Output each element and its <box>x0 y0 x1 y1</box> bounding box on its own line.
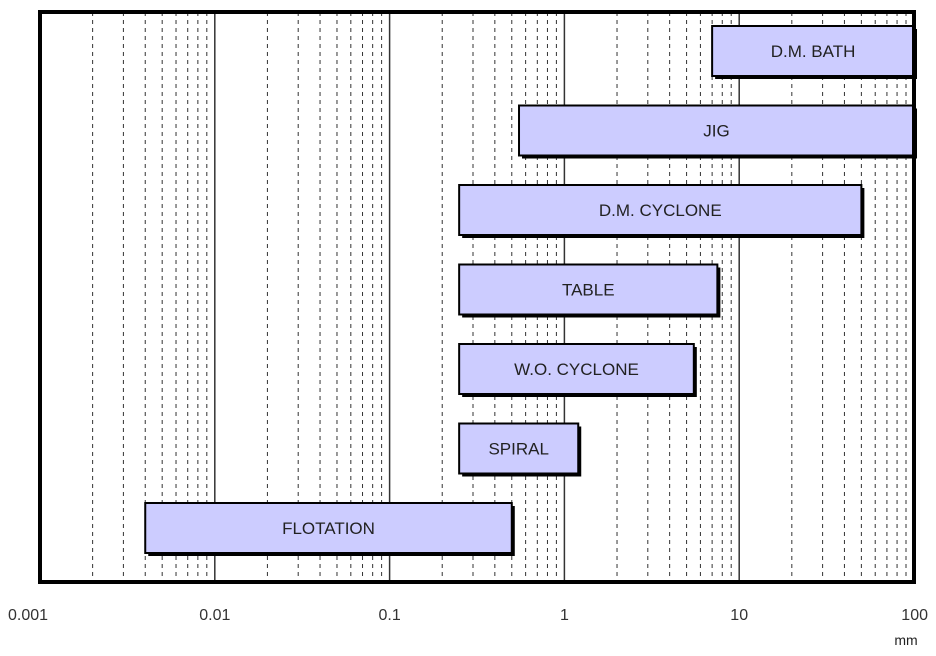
bar-label: SPIRAL <box>488 440 548 459</box>
bar-label: FLOTATION <box>282 519 375 538</box>
x-tick-label: 0.01 <box>199 607 230 624</box>
bar <box>518 104 915 157</box>
bar <box>144 502 513 554</box>
x-tick-label: 0.001 <box>8 607 48 624</box>
plot-frame <box>38 10 916 584</box>
range-bar: FLOTATION <box>144 502 515 556</box>
bar-label: D.M. CYCLONE <box>599 201 722 220</box>
bar <box>458 343 695 395</box>
range-bar: D.M. BATH <box>711 25 917 79</box>
bar-label: TABLE <box>562 281 615 300</box>
bar-label: D.M. BATH <box>771 42 856 61</box>
x-tick-label: 100 <box>901 607 928 624</box>
range-bar: JIG <box>518 104 917 159</box>
range-bar: TABLE <box>458 263 721 318</box>
bar <box>458 422 580 475</box>
bars: D.M. BATH JIG D.M. CYCLONE TABLE W.O. CYCLON… <box>144 25 917 556</box>
x-tick-labels: 0.001 0.01 0.1 1 10 100 <box>8 607 928 624</box>
x-tick-label: 10 <box>730 607 748 624</box>
bar <box>458 184 863 236</box>
bar <box>458 263 719 316</box>
bar-label: W.O. CYCLONE <box>514 360 639 379</box>
bar-label: JIG <box>703 122 729 141</box>
range-bar: D.M. CYCLONE <box>458 184 865 238</box>
bar <box>711 25 915 77</box>
x-tick-label: 1 <box>560 607 569 624</box>
x-tick-label: 0.1 <box>378 607 400 624</box>
x-axis-label: mm <box>894 632 917 648</box>
range-bar: W.O. CYCLONE <box>458 343 697 397</box>
range-bar: SPIRAL <box>458 422 582 477</box>
